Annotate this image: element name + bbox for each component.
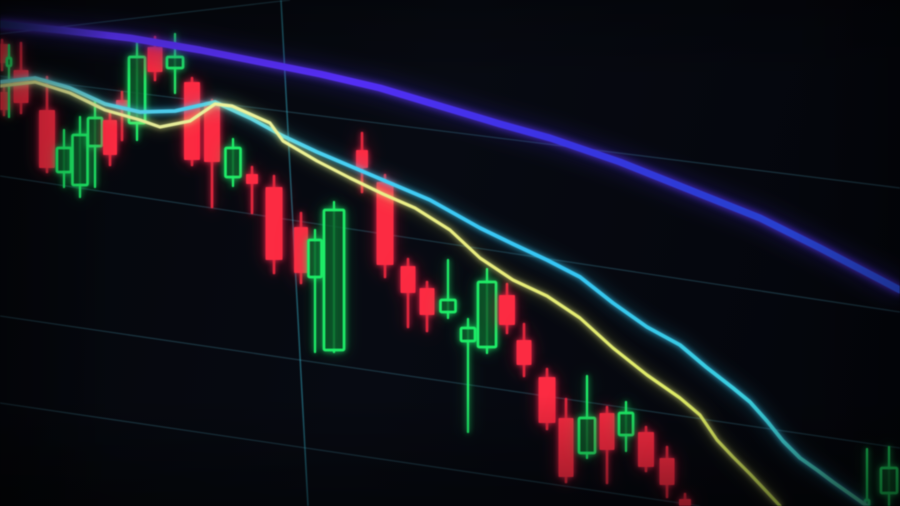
candle-body (558, 418, 574, 477)
candle-bullish (86, 98, 104, 189)
candle-body (459, 326, 477, 343)
candle-bullish (863, 447, 871, 506)
candle-body (617, 411, 635, 437)
candle-body (307, 238, 323, 279)
candle-bearish (204, 98, 220, 209)
candle-body (538, 377, 556, 423)
candle-bearish (516, 322, 532, 378)
candle-body (13, 70, 29, 103)
candle-body (879, 466, 899, 495)
candles-layer (0, 32, 899, 506)
candle-body (103, 120, 117, 155)
candle-body (322, 208, 346, 352)
candle-body (476, 280, 498, 349)
candle-bullish (127, 40, 147, 142)
candle-body (439, 298, 457, 314)
candle-bullish (322, 200, 346, 354)
candle-body (71, 133, 89, 187)
candle-bullish (459, 317, 477, 434)
candle-body (419, 288, 435, 315)
candle-body (265, 187, 283, 260)
candle-bullish (307, 228, 323, 354)
candle-bearish (39, 75, 55, 174)
candle-body (5, 56, 13, 68)
candle-body (577, 416, 597, 455)
candle-body (638, 432, 654, 467)
candle-body (204, 106, 220, 162)
candle-bearish (638, 425, 654, 473)
candle-bullish (224, 137, 242, 188)
candle-body (39, 110, 55, 168)
candle-body (400, 266, 416, 293)
candle-bearish (558, 397, 574, 484)
gridline-horizontal (0, 315, 900, 449)
candle-bearish (659, 445, 675, 499)
candle-bullish (577, 374, 597, 460)
candle-body (86, 116, 104, 148)
candle-body (165, 55, 185, 70)
gridline-horizontal (0, 175, 900, 313)
candle-bearish (679, 492, 691, 506)
candle-body (55, 146, 73, 174)
candle-bearish (376, 173, 394, 279)
candle-bearish (499, 282, 515, 335)
candle-bullish (55, 128, 73, 189)
candle-body (659, 458, 675, 485)
candle-bullish (71, 115, 89, 199)
candle-bullish (617, 400, 635, 453)
candle-bullish (439, 258, 457, 320)
candle-bearish (419, 280, 435, 333)
candle-body (599, 413, 615, 450)
candle-body (246, 174, 258, 184)
candle-body (356, 150, 368, 168)
candle-bearish (294, 211, 308, 285)
candle-body (499, 295, 515, 325)
candle-bearish (265, 174, 283, 275)
candle-bearish (538, 367, 556, 431)
candle-bullish (879, 445, 899, 506)
candle-body (224, 146, 242, 179)
candle-body (147, 47, 163, 72)
candle-body (294, 227, 308, 273)
candle-bearish (246, 165, 258, 215)
candle-bullish (476, 267, 498, 355)
candle-body (679, 499, 691, 506)
candle-bearish (400, 257, 416, 329)
candle-bearish (103, 110, 117, 167)
candle-bearish (599, 405, 615, 485)
candle-body (516, 340, 532, 365)
